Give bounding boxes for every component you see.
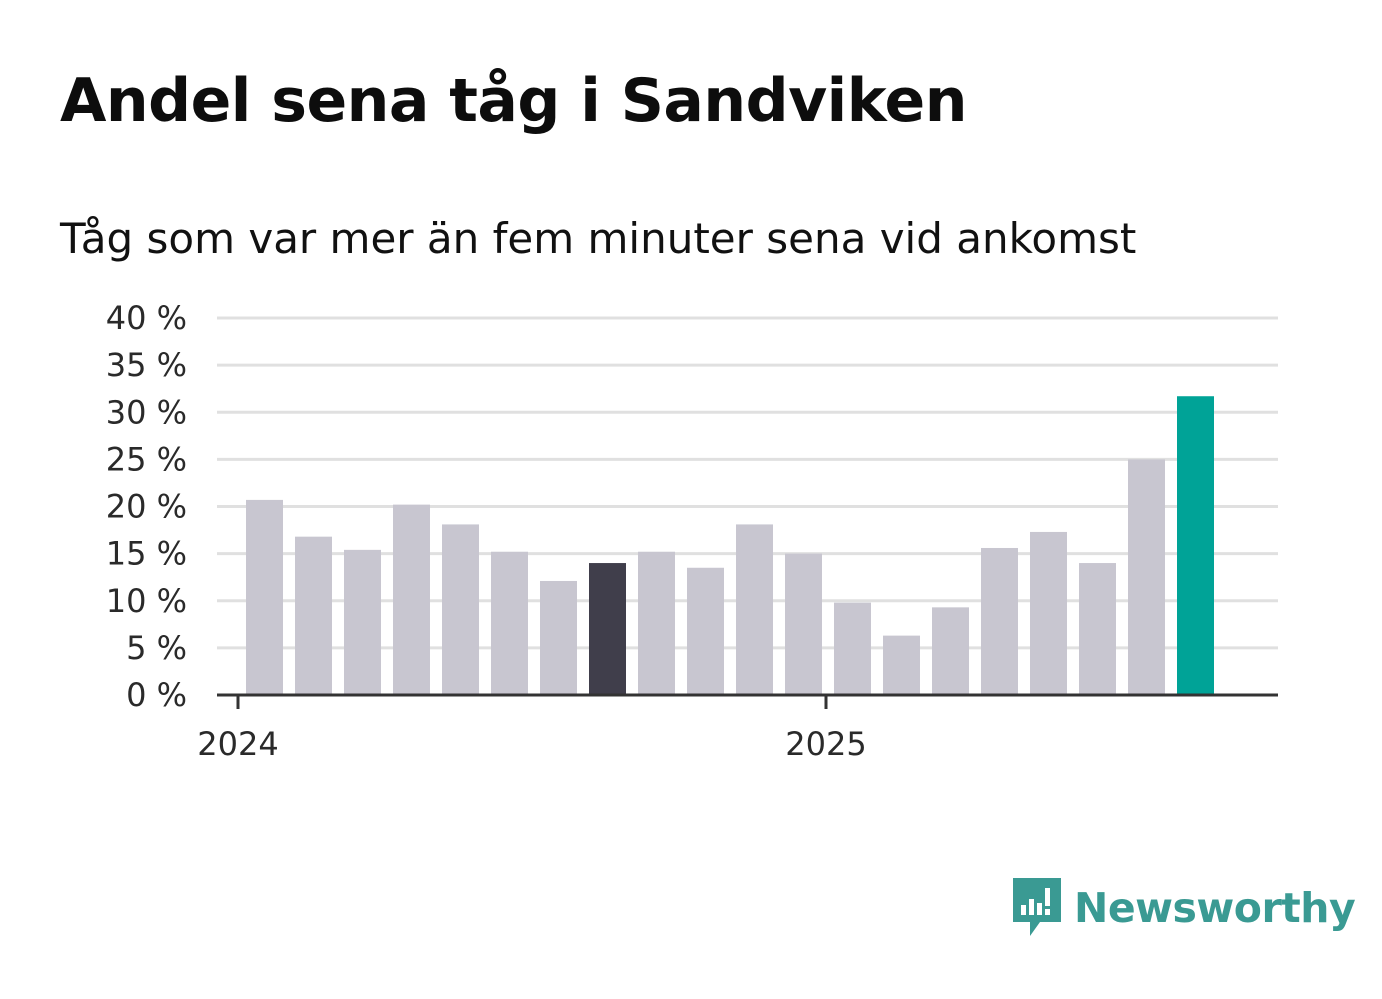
- bar-2025-08: [1177, 396, 1214, 695]
- bar-2024-12: [785, 553, 822, 696]
- bar-2025-01: [834, 602, 871, 695]
- bars: [246, 396, 1214, 696]
- bar-2024-07: [540, 580, 577, 695]
- y-tick-label-30: 30 %: [106, 393, 187, 431]
- bar-2025-03: [932, 607, 969, 695]
- newsworthy-logo: Newsworthy: [1010, 876, 1356, 940]
- chart-subtitle: Tåg som var mer än fem minuter sena vid …: [60, 214, 1137, 263]
- bar-2024-10: [687, 567, 724, 695]
- bar-2025-02: [883, 635, 920, 695]
- newsworthy-logo-icon: [1013, 878, 1061, 936]
- bar-2024-08: [589, 563, 626, 695]
- bar-chart: 0 %5 %10 %15 %20 %25 %30 %35 %40 % 2024 2…: [106, 299, 1278, 763]
- bar-2024-03: [344, 549, 381, 695]
- y-axis-labels: 0 % 5 % 10 % 15 % 20 % 25 % 30 % 35 % 40 %: [106, 299, 187, 714]
- bar-2025-05: [1030, 531, 1067, 695]
- bar-2024-05: [442, 524, 479, 695]
- y-tick-label-20: 20 %: [106, 488, 187, 526]
- bar-2024-09: [638, 551, 675, 695]
- y-tick-label-40: 40 %: [106, 299, 187, 337]
- y-tick-label-5: 5 %: [126, 629, 187, 667]
- y-tick-label-15: 15 %: [106, 535, 187, 573]
- bar-2024-11: [736, 524, 773, 695]
- x-tick-label-2024: 2024: [197, 725, 278, 763]
- bar-2024-04: [393, 504, 430, 695]
- chart-title: Andel sena tåg i Sandviken: [60, 66, 967, 136]
- bar-2025-04: [981, 547, 1018, 695]
- y-tick-label-10: 10 %: [106, 582, 187, 620]
- y-tick-label-0: 0 %: [126, 676, 187, 714]
- x-tick-label-2025: 2025: [785, 725, 866, 763]
- y-tick-label-35: 35 %: [106, 346, 187, 384]
- newsworthy-logo-text: Newsworthy: [1074, 884, 1356, 932]
- bar-2025-06: [1079, 563, 1116, 695]
- bar-2024-01: [246, 499, 283, 695]
- bar-2024-06: [491, 551, 528, 695]
- y-tick-label-25: 25 %: [106, 440, 187, 478]
- bar-2025-07: [1128, 459, 1165, 696]
- bar-2024-02: [295, 536, 332, 695]
- x-axis: 2024 2025: [197, 693, 1278, 763]
